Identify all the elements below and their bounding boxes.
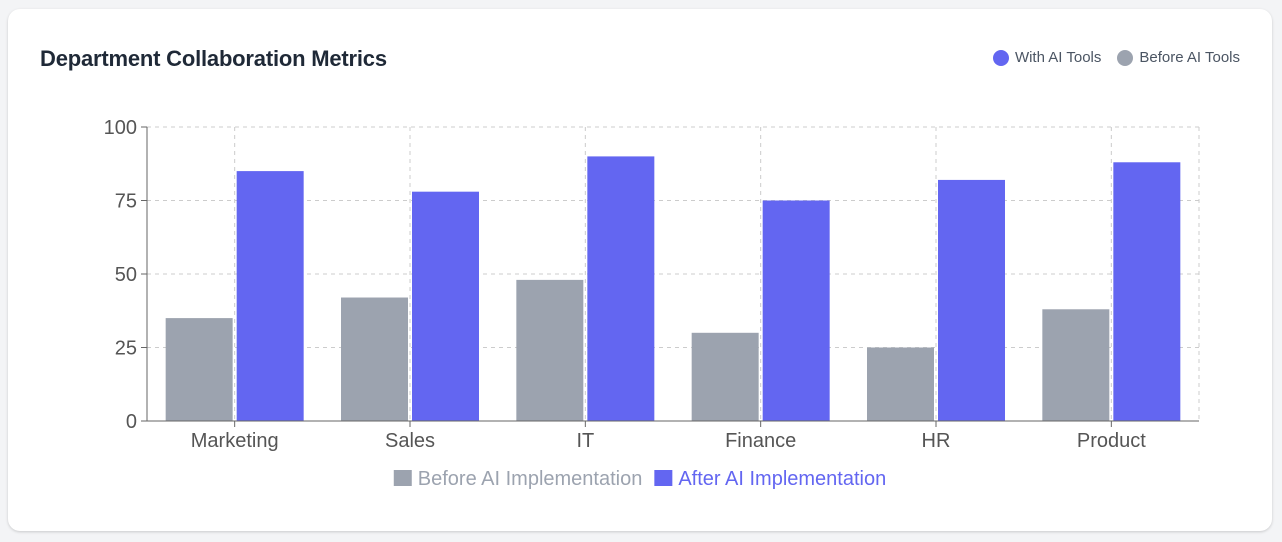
x-tick-label-it: IT [576,430,594,452]
legend-item-with-ai: With AI Tools [992,49,1102,66]
y-tick-label: 0 [126,411,137,433]
chart-title: Department Collaboration Metrics [40,46,387,71]
chart-card: Department Collaboration Metrics With AI… [8,9,1272,531]
legend-label-after: After AI Implementation [678,468,886,490]
bar-after-marketing [236,171,304,421]
bar-before-sales [341,297,408,421]
y-tick-label: 100 [104,117,137,139]
x-tick-label-product: Product [1077,430,1146,452]
bar-before-finance [691,332,759,421]
bar-after-sales [412,191,479,421]
legend-dot-before-ai [1117,49,1134,66]
legend-dot-with-ai [992,49,1009,66]
bar-before-hr [867,347,934,421]
bar-after-product [1113,162,1181,421]
x-tick-label-hr: HR [922,430,951,452]
bar-before-it [516,279,584,421]
header-legend: With AI Tools Before AI Tools [992,49,1240,66]
legend-swatch-after [654,470,673,486]
bar-before-marketing [165,318,233,421]
legend-swatch-before [393,470,412,486]
y-tick-label: 25 [115,338,137,360]
legend-item-before-ai: Before AI Tools [1117,49,1240,66]
x-tick-label-finance: Finance [725,430,796,452]
legend-label-before: Before AI Implementation [418,468,643,490]
legend-label-with-ai: With AI Tools [1014,49,1102,66]
x-tick-label-marketing: Marketing [191,430,279,452]
bar-before-product [1042,309,1110,421]
bar-after-hr [938,179,1005,421]
y-tick-label: 75 [115,191,137,213]
legend-label-before-ai: Before AI Tools [1139,49,1240,66]
x-tick-label-sales: Sales [385,430,435,452]
bar-after-it [587,156,655,421]
y-tick-label: 50 [115,264,137,286]
bar-after-finance [762,200,830,421]
